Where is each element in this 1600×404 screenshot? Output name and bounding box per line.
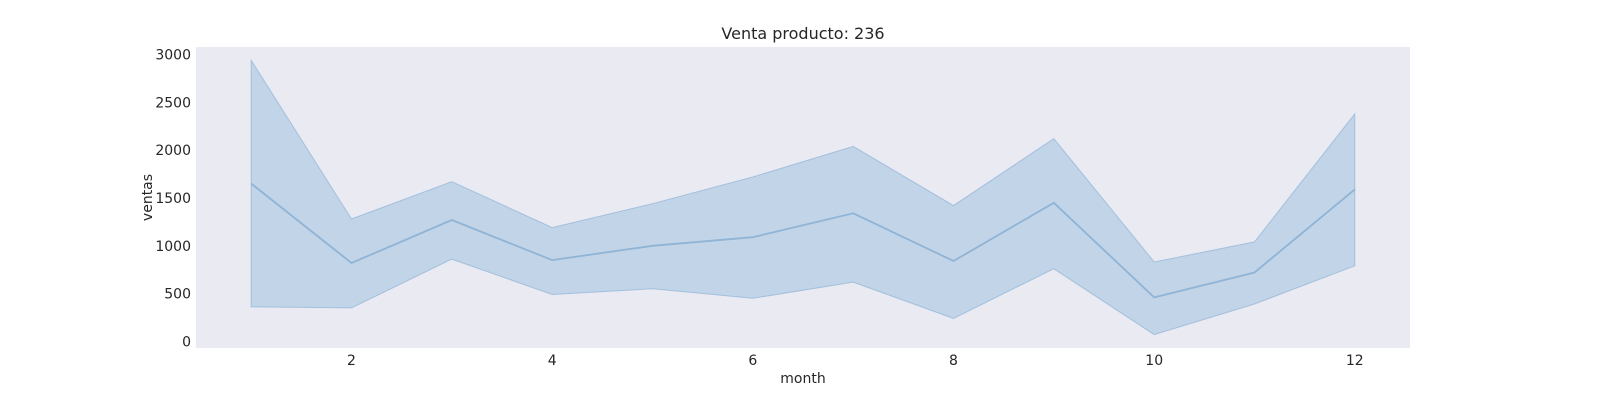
data-point [1253, 271, 1257, 275]
data-point [952, 259, 956, 263]
data-point [751, 235, 755, 239]
chart-title: Venta producto: 236 [721, 24, 884, 43]
x-tick-label: 8 [949, 353, 958, 369]
data-point [851, 211, 855, 215]
data-point [249, 182, 253, 186]
data-point [1353, 187, 1357, 191]
x-axis-label: month [780, 371, 825, 387]
data-point [550, 258, 554, 262]
confidence-band [250, 58, 1356, 336]
x-tick-label: 2 [347, 353, 356, 369]
y-tick-label: 1500 [155, 191, 191, 207]
data-point [651, 244, 655, 248]
y-tick-label: 3000 [155, 48, 191, 64]
series-line [250, 182, 1356, 299]
y-tick-label: 0 [182, 334, 191, 350]
data-point [350, 261, 354, 265]
x-tick-label: 6 [748, 353, 757, 369]
data-point [1052, 201, 1056, 205]
y-tick-label: 2000 [155, 143, 191, 159]
y-tick-label: 1000 [155, 239, 191, 255]
x-tick-label: 10 [1145, 353, 1163, 369]
y-axis-label: ventas [140, 174, 156, 221]
x-tick-label: 12 [1346, 353, 1364, 369]
data-point [450, 218, 454, 222]
y-tick-label: 2500 [155, 95, 191, 111]
data-point [1152, 295, 1156, 299]
x-tick-label: 4 [548, 353, 557, 369]
y-tick-label: 500 [164, 287, 191, 303]
